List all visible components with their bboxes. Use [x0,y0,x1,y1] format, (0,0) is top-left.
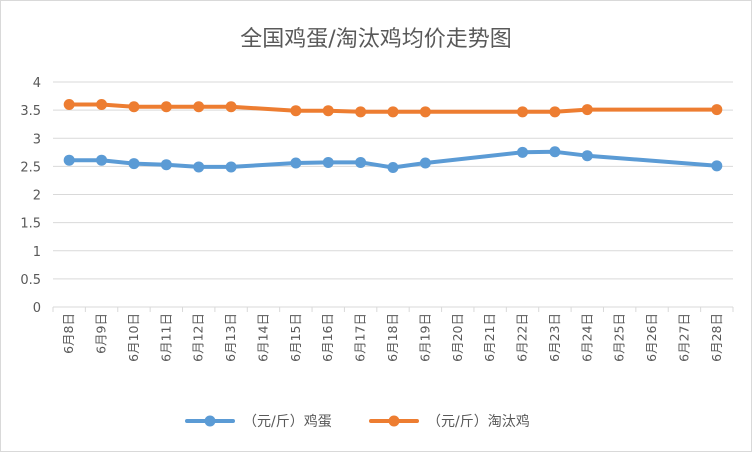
x-tick-label: 6月24日 [579,313,594,362]
y-tick-label: 1 [33,245,41,260]
x-tick-label: 6月11日 [158,313,173,362]
x-tick-label: 6月9日 [94,313,109,354]
x-tick-label: 6月19日 [417,313,432,362]
x-axis-ticks: 6月8日 6月9日 6月10日 6月11日 6月12日 6月13日 6月14日 6月15日 6月… [61,313,724,362]
x-tick-label: 6月8日 [61,313,76,354]
data-point [419,157,431,169]
data-point [128,158,140,170]
x-tick-label: 6月25日 [612,313,627,362]
data-point [517,146,529,158]
data-point [193,101,205,113]
x-tick-label: 6月20日 [450,313,465,362]
data-point [549,146,561,158]
x-tick-label: 6月26日 [644,313,659,362]
data-point [96,154,108,166]
data-point [225,161,237,173]
legend-label: （元/斤）鸡蛋 [243,413,332,430]
x-tick-label: 6月10日 [126,313,141,362]
x-tick-label: 6月27日 [676,313,691,362]
x-tick-label: 6月18日 [385,313,400,362]
y-tick-label: 0 [33,301,41,316]
data-point [160,159,172,171]
x-tick-label: 6月14日 [255,313,270,362]
data-point [225,101,237,113]
x-tick-label: 6月12日 [191,313,206,362]
data-point [160,101,172,113]
chart-title: 全国鸡蛋/淘汰鸡均价走势图 [240,27,511,52]
data-point [355,106,367,118]
data-point [96,99,108,110]
data-point [63,154,75,166]
data-point [711,104,723,116]
data-point [581,150,593,162]
data-point [517,106,529,118]
y-tick-label: 3 [33,132,41,147]
data-point [549,106,561,118]
data-point [322,156,334,168]
y-tick-label: 2 [33,189,41,204]
data-point [387,106,399,118]
y-tick-label: 3.5 [20,104,41,119]
data-point [419,106,431,118]
x-tick-label: 6月22日 [515,313,530,362]
y-tick-label: 2.5 [20,160,41,175]
legend-item-0[interactable]: （元/斤）鸡蛋 [185,413,332,430]
y-tick-label: 4 [33,76,41,91]
data-point [63,99,75,110]
y-axis-ticks: 0 0.5 1 1.5 2 2.5 3 3.5 4 [20,76,41,316]
data-point [355,156,367,168]
data-point [581,104,593,116]
legend-swatch-marker [204,415,216,427]
data-point [290,105,302,117]
data-point [322,105,334,117]
y-tick-label: 0.5 [20,273,41,288]
legend[interactable]: （元/斤）鸡蛋 （元/斤）淘汰鸡 [185,413,530,430]
x-tick-label: 6月13日 [223,313,238,362]
data-point [193,161,205,173]
y-tick-label: 1.5 [20,217,41,232]
x-tick-label: 6月21日 [482,313,497,362]
data-point [128,101,140,113]
series-layer [63,99,723,173]
data-point [290,157,302,169]
data-point [387,162,399,173]
legend-swatch-marker [388,415,400,427]
x-tick-label: 6月15日 [288,313,303,362]
data-point [711,160,723,172]
legend-label: （元/斤）淘汰鸡 [427,413,530,430]
legend-item-1[interactable]: （元/斤）淘汰鸡 [369,413,530,430]
x-tick-label: 6月23日 [547,313,562,362]
x-tick-label: 6月17日 [353,313,368,362]
x-tick-label: 6月16日 [320,313,335,362]
x-tick-label: 6月28日 [709,313,724,362]
